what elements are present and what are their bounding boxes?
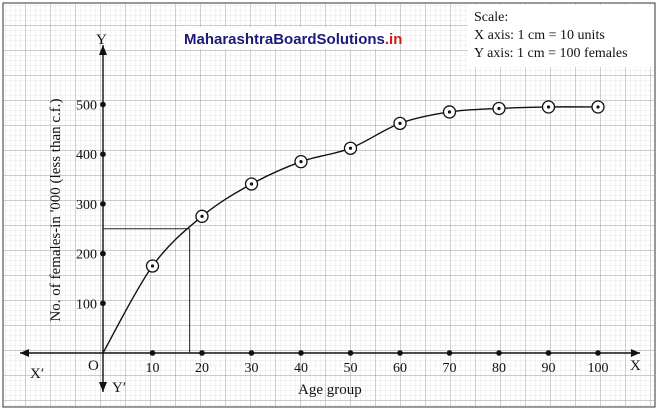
- y-tick-mark: [100, 151, 106, 157]
- x-tick-mark: [397, 350, 403, 356]
- x-tick-mark: [545, 350, 552, 356]
- x-tick-label: 70: [443, 361, 457, 376]
- data-point-dot: [546, 105, 551, 109]
- y-arrow-positive: [99, 45, 107, 55]
- y-tick-label: 500: [76, 99, 97, 114]
- median-guides: [103, 228, 191, 353]
- graph-paper-grid: [4, 4, 654, 406]
- y-tick-mark: [100, 101, 106, 108]
- watermark-part1: Maharashtra: [184, 31, 274, 48]
- watermark-bg: [180, 27, 394, 49]
- x-axis-label: Age group: [298, 382, 362, 398]
- data-point-dot: [150, 264, 155, 268]
- y-axis-label: No. of females-in '000 (less than c.f.): [48, 98, 64, 321]
- y-axis-negative-label: Y′: [112, 380, 126, 396]
- x-tick-label: 30: [245, 361, 259, 376]
- x-axis-negative-label: X′: [30, 366, 44, 382]
- x-arrow-positive: [631, 349, 640, 357]
- data-point-dot: [398, 121, 402, 125]
- x-tick-mark: [446, 350, 453, 356]
- x-axis-positive-label: X: [630, 358, 641, 374]
- y-tick-label: 100: [76, 297, 97, 312]
- watermark-part2: BoardSolutions: [273, 31, 385, 48]
- x-tick-mark: [199, 350, 205, 356]
- x-tick-label: 80: [492, 361, 506, 376]
- y-tick-mark: [100, 201, 106, 207]
- data-point-dot: [200, 214, 204, 218]
- x-tick-label: 20: [195, 361, 209, 376]
- y-tick-label: 200: [76, 248, 97, 263]
- y-tick-label: 400: [76, 148, 97, 163]
- origin-label: O: [88, 358, 99, 374]
- y-tick-mark: [100, 300, 106, 307]
- x-arrow-negative: [20, 349, 29, 357]
- tick-marks: [100, 101, 601, 356]
- y-axis-positive-label: Y: [96, 32, 107, 48]
- x-tick-label: 60: [393, 361, 407, 376]
- x-tick-mark: [248, 350, 255, 356]
- scale-line-2: X axis: 1 cm = 10 units: [474, 28, 605, 43]
- data-point-dot: [596, 105, 600, 109]
- data-point-dot: [299, 160, 303, 164]
- x-tick-label: 10: [146, 361, 160, 376]
- x-tick-label: 50: [344, 361, 358, 376]
- data-point-dot: [497, 106, 501, 111]
- data-point-dot: [348, 146, 353, 150]
- x-tick-mark: [595, 350, 601, 356]
- y-tick-mark: [100, 250, 106, 257]
- watermark-part3: .in: [385, 31, 403, 48]
- data-point-dot: [447, 110, 452, 114]
- scale-line-3: Y axis: 1 cm = 100 females: [474, 46, 628, 61]
- x-tick-mark: [496, 350, 502, 356]
- x-tick-label: 90: [542, 361, 556, 376]
- tick-labels: 10 20 30 40 50 60 70 80 90 100 100 200 300 400 500: [76, 99, 609, 377]
- y-arrow-negative: [99, 382, 107, 392]
- x-tick-mark: [347, 350, 354, 356]
- y-tick-label: 300: [76, 198, 97, 213]
- x-tick-label: 100: [588, 361, 609, 376]
- x-tick-mark: [149, 350, 156, 356]
- scale-line-1: Scale:: [474, 10, 508, 25]
- x-tick-label: 40: [294, 361, 308, 376]
- data-point-dot: [249, 182, 254, 186]
- x-tick-mark: [298, 350, 304, 356]
- watermark: MaharashtraBoardSolutions.in: [184, 31, 402, 48]
- data-points: [145, 100, 605, 273]
- scale-box: [468, 5, 654, 67]
